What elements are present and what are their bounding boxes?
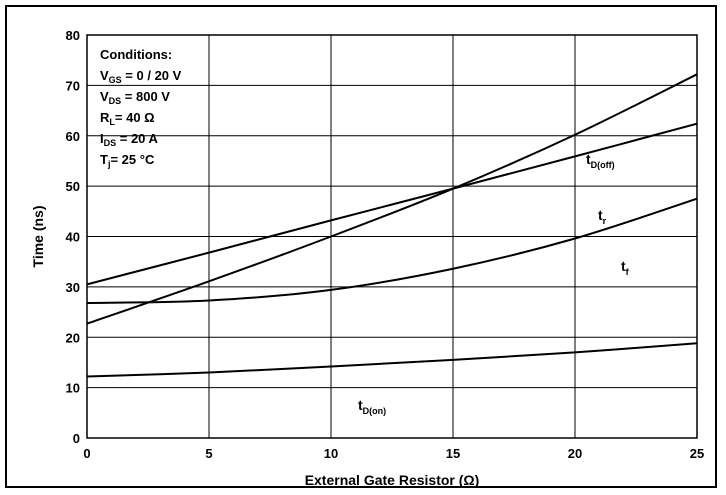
series-line-t-f [86,197,698,304]
conditions-box: Conditions: VGS = 0 / 20 V VDS = 800 V RL= … [100,47,182,169]
curve-labels: tD(off) tr tf tD(on) [358,151,630,416]
series-line-t-r [86,122,698,286]
x-tick-label: 5 [205,446,212,461]
tick-labels: 0 10 20 30 40 50 60 70 80 0 5 10 15 20 25 [66,28,705,461]
y-tick-label: 60 [66,129,80,144]
y-tick-label: 70 [66,78,80,93]
series-line-t-don [86,342,698,378]
curve-label-t-f: tf [621,258,630,277]
plot-border [86,34,698,439]
x-axis-label: External Gate Resistor (Ω) [305,472,480,488]
grid-lines [86,34,698,439]
y-tick-label: 40 [66,230,80,245]
condition-line: VDS = 800 V [100,89,170,106]
y-tick-label: 30 [66,280,80,295]
curve-label-t-r: tr [598,207,607,226]
y-tick-label: 80 [66,28,80,43]
condition-line: VGS = 0 / 20 V [100,68,182,85]
x-tick-label: 25 [690,446,704,461]
x-tick-label: 10 [324,446,338,461]
y-tick-label: 0 [73,431,80,446]
condition-line: IDS = 20 A [100,131,159,148]
condition-line: RL= 40 Ω [100,110,155,127]
series-lines [86,73,698,378]
x-tick-label: 20 [568,446,582,461]
series-line-t-doff [86,73,698,325]
y-tick-label: 10 [66,381,80,396]
y-tick-label: 50 [66,179,80,194]
curve-label-t-don: tD(on) [358,397,386,416]
x-tick-label: 15 [446,446,460,461]
conditions-title: Conditions: [100,47,172,62]
y-tick-label: 20 [66,330,80,345]
curve-label-t-doff: tD(off) [586,151,615,170]
condition-line: Tj= 25 °C [100,152,155,169]
y-axis-label: Time (ns) [30,206,46,268]
x-tick-label: 0 [83,446,90,461]
